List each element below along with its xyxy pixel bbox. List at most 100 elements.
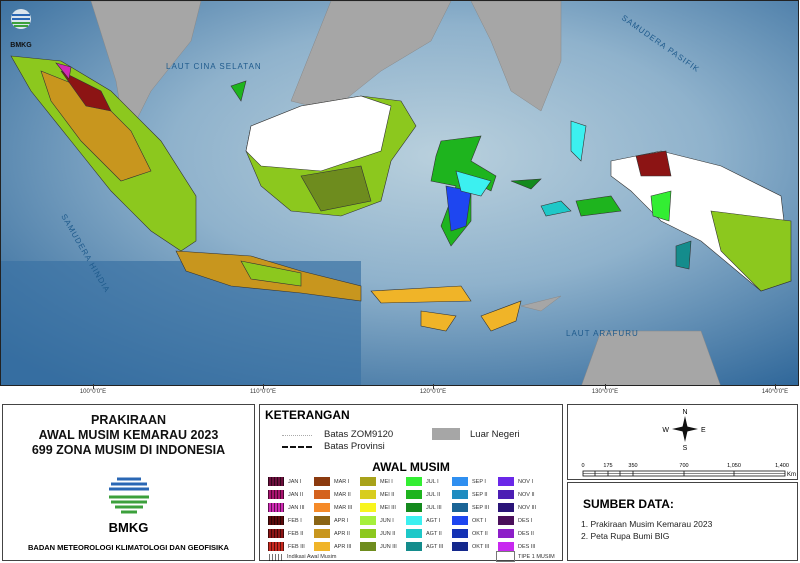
legend-label: FEB II (288, 530, 304, 537)
legend-item: OKT III (452, 540, 498, 553)
svg-text:1,400: 1,400 (775, 463, 789, 469)
legend-line-label: Batas ZOM9120 (324, 429, 394, 440)
longitude-label: 120°0'0"E (419, 389, 447, 395)
legend-label: JUL II (426, 491, 441, 498)
legend-label: OKT I (472, 517, 487, 524)
compass-rose-icon: N S W E (662, 409, 706, 452)
legend-label: JUL I (426, 478, 439, 485)
legend-label: JAN III (288, 504, 305, 511)
foreign-land-swatch (432, 428, 460, 440)
legend-swatch (498, 477, 514, 486)
legend-item: OKT II (452, 527, 498, 540)
legend-swatch (360, 516, 376, 525)
title-line: PRAKIRAAN (91, 413, 166, 427)
legend-label: JUN III (380, 543, 397, 550)
longitude-label: 140°0'0"E (761, 389, 789, 395)
legend-label: DES I (518, 517, 533, 524)
legend-item: JUN III (360, 540, 406, 553)
legend-swatch (498, 503, 514, 512)
legend-label: DES II (518, 530, 534, 537)
legend-label: OKT II (472, 530, 488, 537)
legend-swatch (406, 490, 422, 499)
legend-label: OKT III (472, 543, 490, 550)
legend-item: MEI II (360, 488, 406, 501)
title-line: 699 ZONA MUSIM DI INDONESIA (31, 443, 226, 457)
legend-item: JUL III (406, 501, 452, 514)
legend-item: FEB I (268, 514, 314, 527)
legend-label: NOV I (518, 478, 533, 485)
awal-musim-heading: AWAL MUSIM (372, 460, 450, 474)
svg-text:Km: Km (787, 472, 796, 478)
legend-label: AGT II (426, 530, 442, 537)
legend-swatch (360, 529, 376, 538)
legend-swatch (268, 477, 284, 486)
legend-item: DES I (498, 514, 544, 527)
legend-swatch (360, 477, 376, 486)
legend-swatch (268, 529, 284, 538)
legend-label: DES III (518, 543, 536, 550)
legend-label: APR III (334, 543, 352, 550)
title-panel: PRAKIRAAN AWAL MUSIM KEMARAU 2023 699 ZO… (2, 404, 255, 561)
svg-text:W: W (662, 427, 669, 434)
source-heading: SUMBER DATA: (583, 497, 674, 511)
legend-item: MAR III (314, 501, 360, 514)
legend-swatch (268, 542, 284, 551)
legend-label: NOV III (518, 504, 537, 511)
legend-swatch (452, 477, 468, 486)
legend-swatch (314, 503, 330, 512)
scale-bar: 0 175 350 700 1,050 1,400 Km (581, 463, 796, 478)
legend-item: APR II (314, 527, 360, 540)
legend-swatch (452, 529, 468, 538)
legend-item: JUL II (406, 488, 452, 501)
legend-swatch (452, 542, 468, 551)
legend-swatch (360, 542, 376, 551)
legend-swatch (268, 490, 284, 499)
legend-label: APR II (334, 530, 350, 537)
legend-item: MEI I (360, 475, 406, 488)
legend-item: JAN III (268, 501, 314, 514)
legend-item: APR I (314, 514, 360, 527)
svg-text:350: 350 (628, 463, 637, 469)
legend-swatch (314, 490, 330, 499)
legend-swatch (268, 503, 284, 512)
legend-label: MEI III (380, 504, 396, 511)
sea-label-laut-cina-selatan: LAUT CINA SELATAN (166, 62, 262, 71)
legend-swatch (406, 503, 422, 512)
longitude-label: 130°0'0"E (591, 389, 619, 395)
legend-heading: KETERANGAN (265, 408, 350, 422)
indonesia-season-map: BMKG LAUT CINA SELATAN SAMUDERA PASIFIK … (0, 0, 799, 386)
svg-text:E: E (701, 427, 706, 434)
indonesia-zones (10, 55, 792, 332)
legend-item: AGT III (406, 540, 452, 553)
legend-label: MAR II (334, 491, 351, 498)
source-panel: SUMBER DATA: 1. Prakiraan Musim Kemarau … (567, 482, 798, 561)
legend-label: MEI II (380, 491, 395, 498)
legend-item: JAN I (268, 475, 314, 488)
legend-label: JAN II (288, 491, 303, 498)
svg-text:S: S (683, 445, 688, 452)
legend-swatch (498, 516, 514, 525)
legend-item: SEP III (452, 501, 498, 514)
bmkg-logo-text: BMKG (108, 520, 149, 535)
legend-swatch (406, 477, 422, 486)
tipe1-label: TIPE 1 MUSIM (518, 554, 555, 560)
sea-label-laut-arafuru: LAUT ARAFURU (566, 329, 639, 338)
legend-item: SEP II (452, 488, 498, 501)
legend-label: NOV II (518, 491, 535, 498)
legend-foreign-label: Luar Negeri (470, 429, 520, 440)
svg-text:1,050: 1,050 (727, 463, 741, 469)
svg-text:N: N (682, 409, 687, 416)
legend-swatch (314, 516, 330, 525)
zom-boundary-symbol (282, 435, 312, 436)
legend-label: AGT III (426, 543, 444, 550)
svg-text:BMKG: BMKG (10, 42, 32, 49)
legend-label: FEB III (288, 543, 305, 550)
awal-musim-legend-grid: JAN I MAR I MEI I JUL I SEP I NOV I JAN II MAR … (268, 475, 544, 553)
map-logo: BMKG (10, 9, 32, 49)
legend-line-label: Batas Provinsi (324, 441, 385, 452)
hatch-symbol (269, 554, 283, 561)
legend-item: FEB III (268, 540, 314, 553)
legend-swatch (360, 490, 376, 499)
legend-label: SEP II (472, 491, 488, 498)
legend-item: DES III (498, 540, 544, 553)
